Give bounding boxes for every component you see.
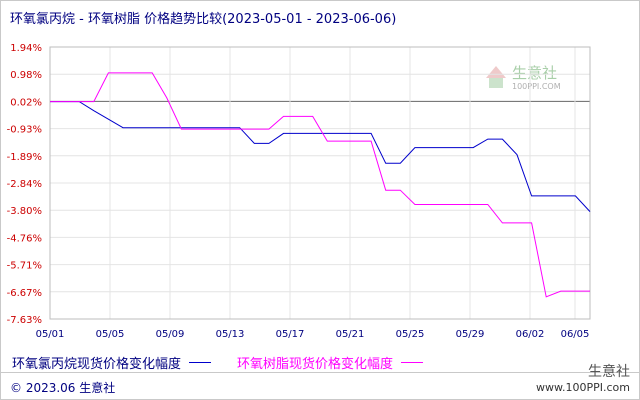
y-tick-label: -7.63% [7,315,42,326]
y-tick-label: 0.02% [10,97,42,108]
x-tick-label: 05/17 [276,329,305,340]
plot-border [49,46,591,320]
watermark-name: 生意社 [512,64,557,82]
y-tick-label: -6.67% [7,288,42,299]
y-tick-label: -3.80% [7,206,42,217]
footer-brand[interactable]: 生意社 www.100PPI.com [536,361,630,394]
legend-label-series1: 环氧氯丙烷现货价格变化幅度 [12,357,182,372]
legend-label-series2: 环氧树脂现货价格变化幅度 [237,357,394,372]
watermark-logo: 生意社 100PPI.COM [480,56,590,100]
x-axis-ticks: 05/01 05/05 05/09 05/13 05/17 05/21 05/25 05/29… [36,329,590,340]
series-line-2 [50,72,590,298]
y-tick-label: -0.93% [7,125,42,136]
watermark-url: 100PPI.COM [512,82,561,91]
x-tick-label: 05/09 [156,329,185,340]
legend-swatch-series1 [189,362,212,363]
x-tick-label: 05/05 [96,329,125,340]
y-tick-label: -1.89% [7,152,42,163]
footer-brand-url: www.100PPI.com [536,381,630,394]
x-tick-label: 05/29 [456,329,485,340]
legend-swatch-series2 [401,362,424,363]
grid-lines [49,46,591,320]
x-tick-label: 05/25 [396,329,425,340]
series-lines [50,72,591,298]
chart-plot-area: 1.94% 0.98% 0.02% -0.93% -1.89% -2.84% -3.80% -… [7,43,591,340]
x-tick-label: 05/21 [336,329,365,340]
legend: 环氧氯丙烷现货价格变化幅度 环氧树脂现货价格变化幅度 [12,353,449,372]
footer-copyright: © 2023.06 生意社 [10,381,116,395]
footer: © 2023.06 生意社 生意社 www.100PPI.com [0,364,640,399]
chart-title: 环氧氯丙烷 - 环氧树脂 价格趋势比较(2023-05-01 - 2023-06… [10,12,397,27]
y-tick-label: 1.94% [10,43,42,54]
series-line-1 [50,101,591,212]
x-tick-label: 06/05 [561,329,590,340]
y-tick-label: -4.76% [7,233,42,244]
y-tick-label: -2.84% [7,179,42,190]
x-tick-label: 05/13 [216,329,245,340]
y-tick-label: -5.71% [7,261,42,272]
footer-brand-name: 生意社 [588,364,630,380]
y-axis-ticks: 1.94% 0.98% 0.02% -0.93% -1.89% -2.84% -3.80% -… [7,43,42,326]
y-tick-label: 0.98% [10,70,42,81]
x-tick-label: 05/01 [36,329,65,340]
x-tick-label: 06/02 [516,329,545,340]
